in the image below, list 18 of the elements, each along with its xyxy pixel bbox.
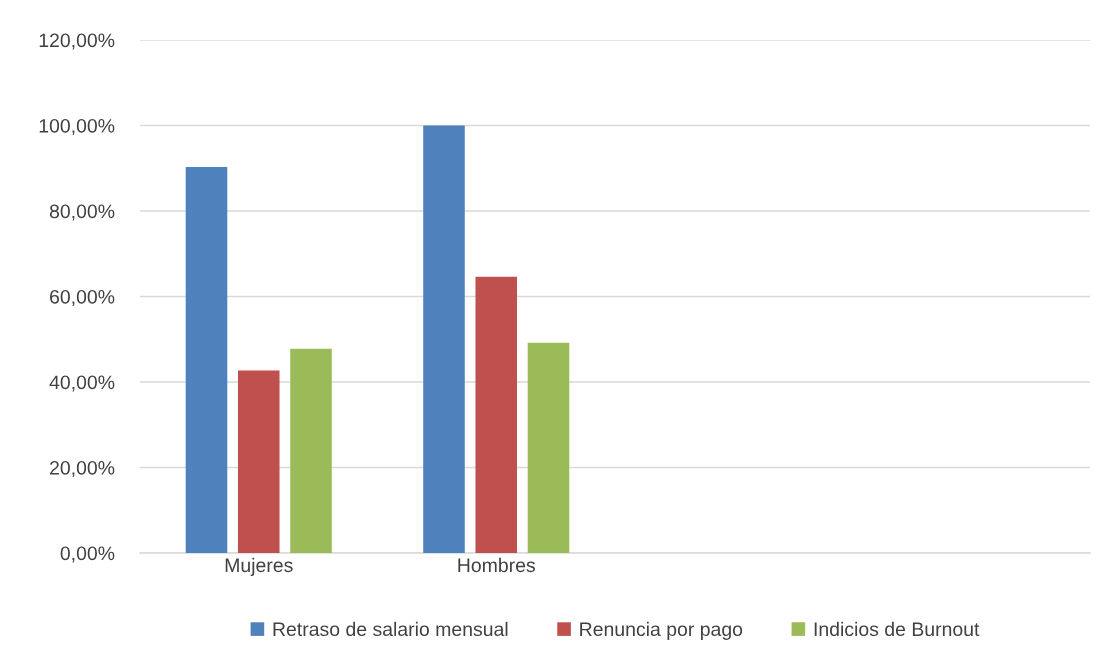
y-tick-label: 0,00% xyxy=(60,546,115,563)
bar xyxy=(475,276,518,553)
legend-label: Indicios de Burnout xyxy=(814,621,980,637)
bar xyxy=(237,370,280,553)
bar xyxy=(185,166,228,553)
y-tick-label: 40,00% xyxy=(49,375,115,392)
x-tick-label: Hombres xyxy=(458,557,535,573)
y-tick-label: 60,00% xyxy=(50,289,115,307)
y-tick-label: 80,00% xyxy=(49,204,115,221)
y-tick-label: 100,00% xyxy=(39,118,115,136)
legend-label: Renuncia por pago xyxy=(580,621,743,640)
legend-label: Retraso de salario mensual xyxy=(273,621,508,637)
bar xyxy=(527,342,570,553)
x-tick-label: Mujeres xyxy=(225,557,293,576)
bar xyxy=(423,125,465,553)
y-tick-label: 120,00% xyxy=(39,33,115,50)
y-tick-label: 20,00% xyxy=(50,460,115,478)
bar xyxy=(290,348,332,553)
